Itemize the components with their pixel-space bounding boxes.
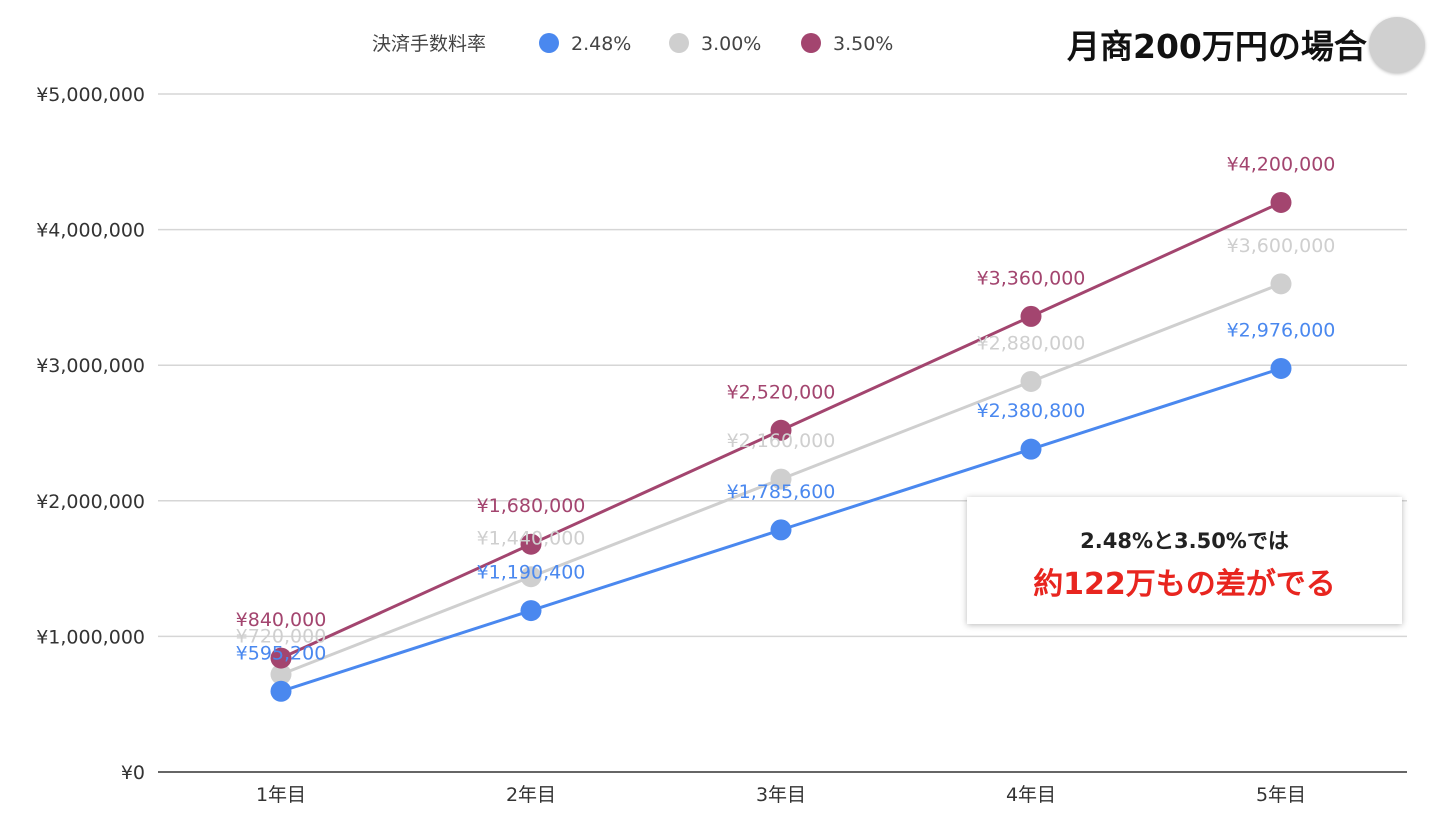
grid-layer: ¥0 ¥1,000,000 ¥2,000,000 ¥3,000,000 ¥4,000,0…	[36, 84, 1407, 806]
x-tick-label: 1年目	[256, 784, 306, 806]
callout-pointer	[1218, 401, 1331, 499]
callout-subtext: 2.48%と3.50%では	[1080, 529, 1289, 553]
data-point-2.48%[interactable]	[1020, 438, 1042, 460]
legend-item-3.00[interactable]: 3.00%	[669, 33, 761, 55]
data-point-2.48%[interactable]	[770, 519, 792, 541]
data-label-2.48%: ¥1,785,600	[727, 481, 836, 503]
data-point-3.00%[interactable]	[770, 468, 792, 490]
data-point-3.00%[interactable]	[1270, 273, 1292, 295]
data-point-3.50%[interactable]	[270, 647, 292, 669]
data-point-3.00%[interactable]	[270, 663, 292, 685]
data-point-3.50%[interactable]	[770, 419, 792, 441]
data-label-3.00%: ¥2,160,000	[727, 430, 836, 452]
legend-marker-3.00	[669, 33, 689, 53]
chart-title: 月商200万円の場合	[1067, 27, 1367, 66]
y-tick-label: ¥1,000,000	[36, 626, 145, 648]
data-point-3.00%[interactable]	[1020, 370, 1042, 392]
data-label-3.00%: ¥720,000	[236, 625, 327, 647]
legend-item-2.48[interactable]: 2.48%	[539, 33, 631, 55]
legend-item-3.50[interactable]: 3.50%	[801, 33, 893, 55]
legend-label-3.50: 3.50%	[833, 33, 893, 55]
data-label-3.50%: ¥1,680,000	[477, 495, 586, 517]
y-tick-label: ¥4,000,000	[36, 220, 145, 242]
series-layer: ¥720,000 ¥1,440,000 ¥2,160,000 ¥2,880,000 ¥3…	[236, 153, 1336, 702]
y-tick-label: ¥2,000,000	[36, 491, 145, 513]
x-tick-label: 3年目	[756, 784, 806, 806]
x-tick-label: 4年目	[1006, 784, 1056, 806]
data-label-2.48%: ¥1,190,400	[477, 562, 586, 584]
data-label-2.48%: ¥595,200	[236, 642, 327, 664]
legend-label-2.48: 2.48%	[571, 33, 631, 55]
legend-marker-2.48	[539, 33, 559, 53]
data-point-2.48%[interactable]	[520, 600, 542, 622]
data-label-3.00%: ¥2,880,000	[977, 332, 1086, 354]
x-tick-label: 5年目	[1256, 784, 1306, 806]
data-label-3.00%: ¥1,440,000	[477, 528, 586, 550]
legend-label-3.00: 3.00%	[701, 33, 761, 55]
data-label-2.48%: ¥2,380,800	[977, 400, 1086, 422]
data-label-3.50%: ¥3,360,000	[977, 267, 1086, 289]
data-point-3.50%[interactable]	[1020, 305, 1042, 327]
x-tick-label: 2年目	[506, 784, 556, 806]
overlay-button[interactable]	[1369, 17, 1425, 73]
callout-headline: 約122万もの差がでる	[1033, 567, 1336, 602]
data-point-2.48%[interactable]	[1270, 357, 1292, 379]
data-label-3.50%: ¥2,520,000	[727, 381, 836, 403]
data-label-3.00%: ¥3,600,000	[1227, 235, 1336, 257]
data-label-3.50%: ¥840,000	[236, 609, 327, 631]
data-point-3.50%[interactable]	[1270, 191, 1292, 213]
data-point-3.00%[interactable]	[520, 566, 542, 588]
y-tick-label: ¥3,000,000	[36, 355, 145, 377]
y-tick-label: ¥0	[121, 762, 145, 784]
y-tick-label: ¥5,000,000	[36, 84, 145, 106]
legend-title: 決済手数料率	[372, 33, 486, 55]
annotation-callout: 2.48%と3.50%では 約122万もの差がでる	[967, 497, 1402, 624]
data-label-3.50%: ¥4,200,000	[1227, 153, 1336, 175]
data-point-2.48%[interactable]	[270, 680, 292, 702]
data-label-2.48%: ¥2,976,000	[1227, 319, 1336, 341]
legend-marker-3.50	[801, 33, 821, 53]
data-point-3.50%[interactable]	[520, 533, 542, 555]
